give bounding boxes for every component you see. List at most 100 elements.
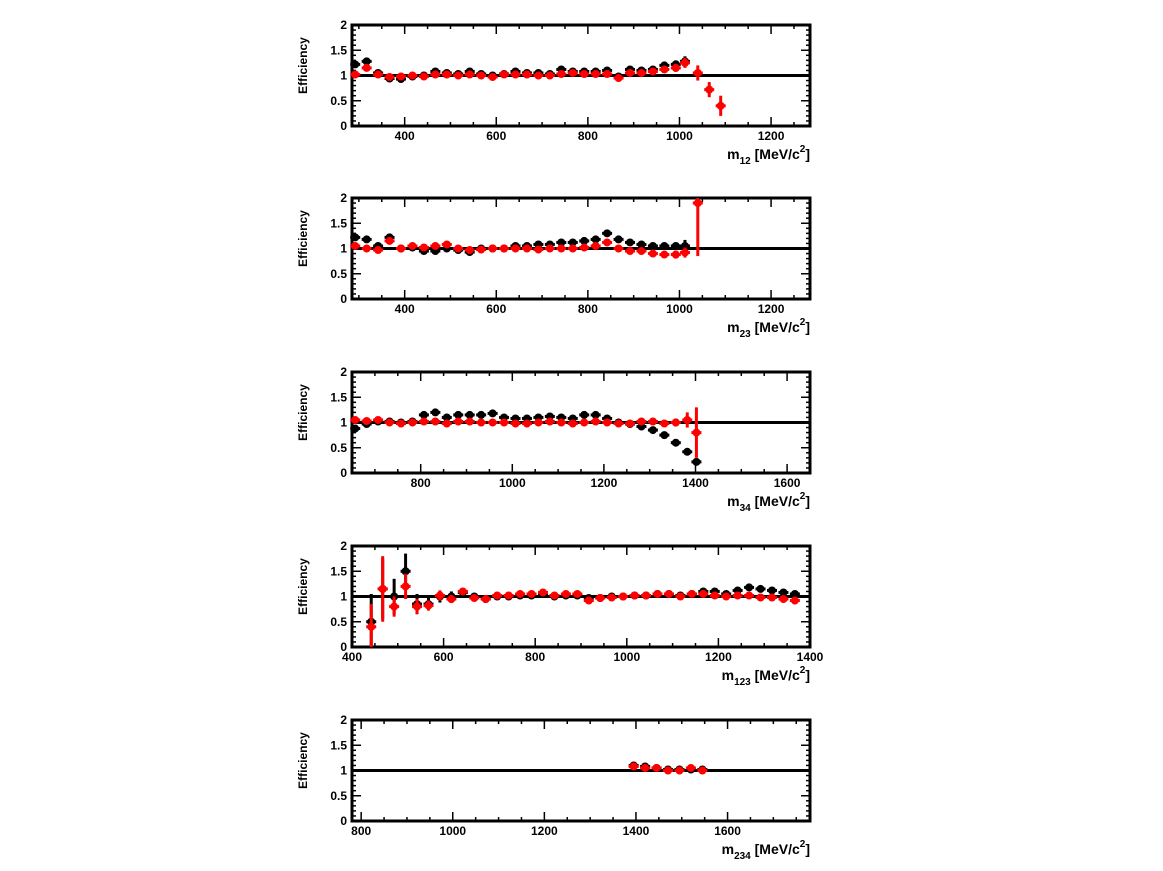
data-point — [580, 243, 589, 252]
data-point — [431, 241, 440, 250]
data-point — [603, 69, 612, 78]
data-point — [408, 241, 417, 250]
x-tick-label: 800 — [578, 129, 598, 143]
x-tick-label: 1200 — [758, 302, 785, 316]
data-point — [568, 244, 577, 253]
data-point — [710, 591, 719, 600]
data-point — [699, 589, 708, 598]
y-tick-label: 1.5 — [330, 738, 347, 752]
data-point — [580, 236, 589, 245]
data-point — [477, 245, 486, 254]
data-point — [680, 58, 689, 67]
data-point — [362, 244, 371, 253]
x-tick-label: 1200 — [758, 129, 785, 143]
data-point — [488, 418, 497, 427]
data-point — [465, 417, 474, 426]
data-point — [671, 418, 680, 427]
data-point — [351, 60, 360, 69]
data-point — [591, 235, 600, 244]
data-point — [637, 417, 646, 426]
data-point — [500, 244, 509, 253]
data-point — [664, 766, 673, 775]
data-point — [626, 419, 635, 428]
data-point — [573, 589, 582, 598]
y-tick-label: 1.5 — [330, 216, 347, 230]
data-point — [596, 594, 605, 603]
x-tick-label: 600 — [486, 302, 506, 316]
data-point — [671, 438, 680, 447]
data-point — [477, 410, 486, 419]
data-point — [626, 238, 635, 247]
data-point — [511, 419, 520, 428]
data-point — [687, 589, 696, 598]
data-point — [680, 248, 689, 257]
data-point — [431, 408, 440, 417]
data-point — [545, 71, 554, 80]
data-point — [642, 591, 651, 600]
x-tick-label: 800 — [578, 302, 598, 316]
data-point — [756, 593, 765, 602]
data-point — [481, 595, 490, 604]
y-tick-label: 1.5 — [330, 390, 347, 404]
data-point — [545, 417, 554, 426]
data-point — [591, 69, 600, 78]
data-point — [413, 602, 422, 611]
data-point — [580, 69, 589, 78]
data-point — [626, 247, 635, 256]
data-point — [561, 589, 570, 598]
x-tick-label: 600 — [486, 129, 506, 143]
data-point — [390, 602, 399, 611]
data-point — [504, 591, 513, 600]
data-point — [378, 584, 387, 593]
x-tick-label: 1400 — [682, 476, 709, 490]
data-point — [408, 418, 417, 427]
data-point — [675, 766, 684, 775]
data-point — [351, 233, 360, 242]
data-point — [545, 244, 554, 253]
data-point — [641, 763, 650, 772]
data-point — [527, 589, 536, 598]
data-point — [516, 589, 525, 598]
data-point — [488, 73, 497, 82]
y-tick-label: 0.5 — [330, 615, 347, 629]
x-tick-label: 1400 — [623, 824, 650, 838]
chart-panel-5: 800 1000 1200 1400 1600 0 0.5 1 1.5 2 Efficiency m2… — [296, 713, 812, 862]
data-point — [614, 244, 623, 253]
data-point — [442, 70, 451, 79]
data-point — [603, 238, 612, 247]
data-point — [790, 589, 799, 598]
data-point — [705, 85, 714, 94]
data-point — [692, 428, 701, 437]
y-tick-label: 1.5 — [330, 564, 347, 578]
y-tick-label: 1 — [340, 69, 347, 83]
chart-panel-2: 400 600 800 1000 1200 0 0.5 1 1.5 2 Efficiency m23 … — [296, 191, 812, 340]
data-point — [477, 418, 486, 427]
data-point — [493, 591, 502, 600]
y-tick-label: 2 — [340, 539, 347, 553]
data-point — [534, 71, 543, 80]
data-point — [693, 68, 702, 77]
data-series-red — [350, 407, 702, 458]
data-point — [614, 419, 623, 428]
y-tick-label: 0.5 — [330, 789, 347, 803]
x-tick-label: 400 — [395, 302, 415, 316]
data-point — [693, 199, 702, 208]
data-point — [648, 67, 657, 76]
chart-panel-1: 400 600 800 1000 1200 0 0.5 1 1.5 2 Efficiency m12 … — [296, 18, 812, 167]
x-axis-title: m12 [MeV/c2] — [727, 144, 810, 167]
data-point — [419, 72, 428, 81]
data-point — [733, 591, 742, 600]
data-point — [397, 244, 406, 253]
data-point — [511, 244, 520, 253]
x-tick-label: 400 — [342, 650, 362, 664]
y-tick-label: 2 — [340, 713, 347, 727]
data-point — [653, 589, 662, 598]
x-tick-label: 1400 — [797, 650, 824, 664]
data-point — [362, 235, 371, 244]
x-axis-title: m34 [MeV/c2] — [727, 491, 810, 514]
data-point — [477, 71, 486, 80]
data-point — [419, 243, 428, 252]
y-tick-label: 2 — [340, 191, 347, 205]
data-point — [465, 246, 474, 255]
y-tick-label: 0.5 — [330, 441, 347, 455]
